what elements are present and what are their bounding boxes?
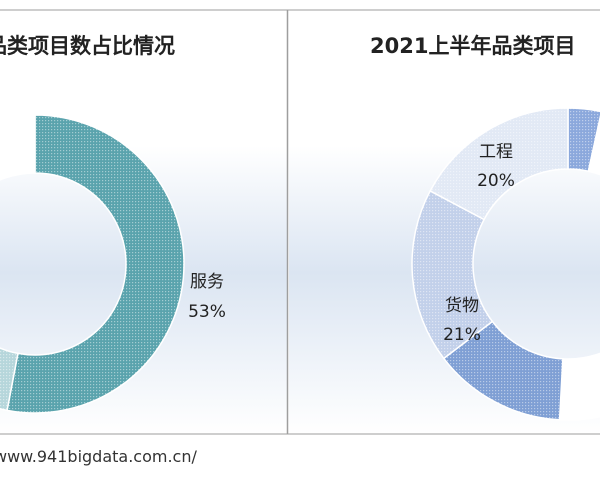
- left-donut-slice-texture-0: [7, 115, 184, 413]
- left-chart-title: 品类项目数占比情况: [0, 34, 175, 58]
- right-donut-slice-texture-4: [430, 108, 568, 220]
- right-donut: [411, 107, 600, 421]
- label-services-name: 服务: [190, 272, 224, 292]
- right-donut-slice-texture-0: [568, 108, 600, 172]
- right-donut-slice-texture-3: [412, 190, 493, 359]
- label-engineering-name: 工程: [479, 142, 513, 162]
- right-chart-title: 2021上半年品类项目: [370, 34, 575, 58]
- right-donut-slice-texture-1: [559, 118, 600, 420]
- label-engineering-value: 20%: [477, 171, 515, 191]
- left-donut: [0, 114, 185, 414]
- left-donut-slice-texture-2: [0, 115, 35, 181]
- label-services-value: 53%: [188, 302, 226, 322]
- label-goods-name: 货物: [445, 296, 479, 316]
- left-donut-slice-texture-1: [0, 347, 18, 411]
- label-goods-value: 21%: [443, 325, 481, 345]
- right-donut-slice-texture-2: [443, 321, 563, 420]
- source-url: www.941bigdata.com.cn/: [0, 447, 197, 466]
